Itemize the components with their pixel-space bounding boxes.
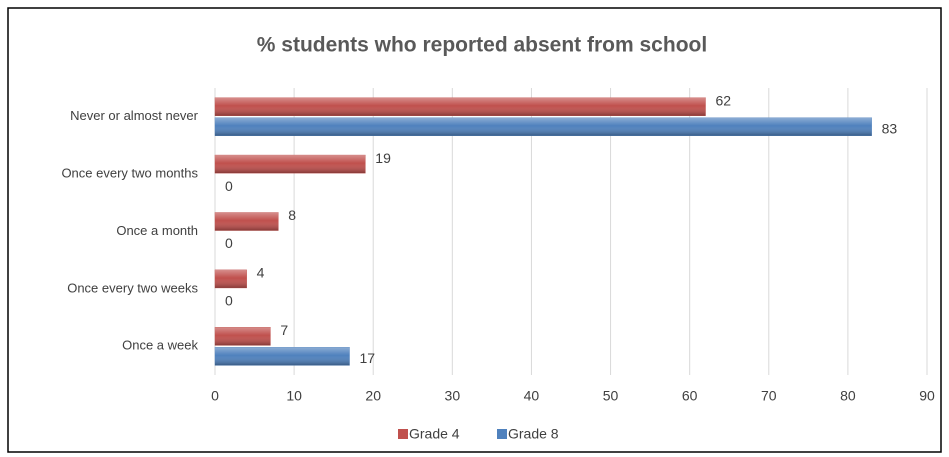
x-tick-label: 90 [919,388,935,404]
x-tick-label: 40 [524,388,540,404]
chart-frame [7,7,942,453]
y-tick-label: Once every two months [61,166,198,181]
bar-shade [215,155,366,174]
y-tick-label: Once every two weeks [67,280,198,295]
data-label: 0 [225,235,233,251]
legend-swatch [497,429,507,439]
data-label: 17 [359,350,375,366]
data-label: 0 [225,178,233,194]
x-tick-label: 30 [445,388,461,404]
data-label: 8 [288,207,296,223]
x-tick-label: 50 [603,388,619,404]
y-tick-label: Never or almost never [70,108,199,123]
legend-label: Grade 4 [409,426,460,442]
x-tick-label: 60 [682,388,698,404]
x-tick-label: 80 [840,388,856,404]
data-label: 62 [715,92,731,108]
bar-shade [215,97,706,116]
chart-title: % students who reported absent from scho… [257,34,707,57]
legend-label: Grade 8 [508,426,559,442]
x-tick-label: 20 [365,388,381,404]
x-tick-label: 0 [211,388,219,404]
data-label: 19 [375,150,391,166]
bar-shade [215,327,271,346]
data-label: 4 [257,265,265,281]
bar-shade [215,347,350,366]
y-tick-label: Once a month [116,223,198,238]
bar-shade [215,269,247,288]
data-label: 0 [225,293,233,309]
y-tick-label: Once a week [122,338,198,353]
data-label: 7 [280,322,288,338]
bar-shade [215,212,279,231]
x-tick-label: 10 [286,388,302,404]
legend-swatch [398,429,408,439]
x-tick-label: 70 [761,388,777,404]
bar-shade [215,117,872,136]
data-label: 83 [882,120,898,136]
